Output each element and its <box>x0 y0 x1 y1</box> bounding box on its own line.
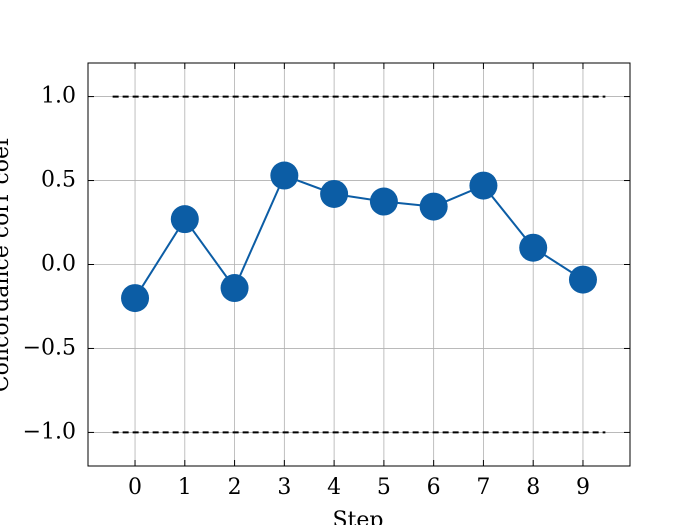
data-point <box>170 205 199 234</box>
data-point <box>320 179 349 208</box>
y-tick-label: 0.5 <box>41 168 76 193</box>
x-tick-label: 9 <box>576 475 590 500</box>
data-point <box>121 284 150 313</box>
x-tick-label: 1 <box>178 475 192 500</box>
data-point <box>419 192 448 221</box>
x-tick-label: 5 <box>377 475 391 500</box>
data-point <box>220 274 249 303</box>
x-tick-label: 2 <box>228 475 242 500</box>
data-point <box>519 233 548 262</box>
x-tick-label: 6 <box>427 475 441 500</box>
y-tick-label: −1.0 <box>23 419 76 444</box>
data-point <box>369 187 398 216</box>
y-tick-label: 0.0 <box>41 252 76 277</box>
x-axis-label: Step <box>332 508 383 525</box>
data-point <box>270 161 299 190</box>
y-tick-label: 1.0 <box>41 84 76 109</box>
x-tick-label: 7 <box>476 475 490 500</box>
x-tick-label: 4 <box>327 475 341 500</box>
data-point <box>568 265 597 294</box>
data-line <box>134 174 584 299</box>
plot-frame <box>87 62 631 467</box>
x-tick-label: 0 <box>128 475 142 500</box>
x-tick-label: 3 <box>277 475 291 500</box>
x-tick-label: 8 <box>526 475 540 500</box>
y-tick-label: −0.5 <box>23 335 76 360</box>
y-axis-label: Concordance corr coef <box>0 136 14 392</box>
data-point <box>469 171 498 200</box>
